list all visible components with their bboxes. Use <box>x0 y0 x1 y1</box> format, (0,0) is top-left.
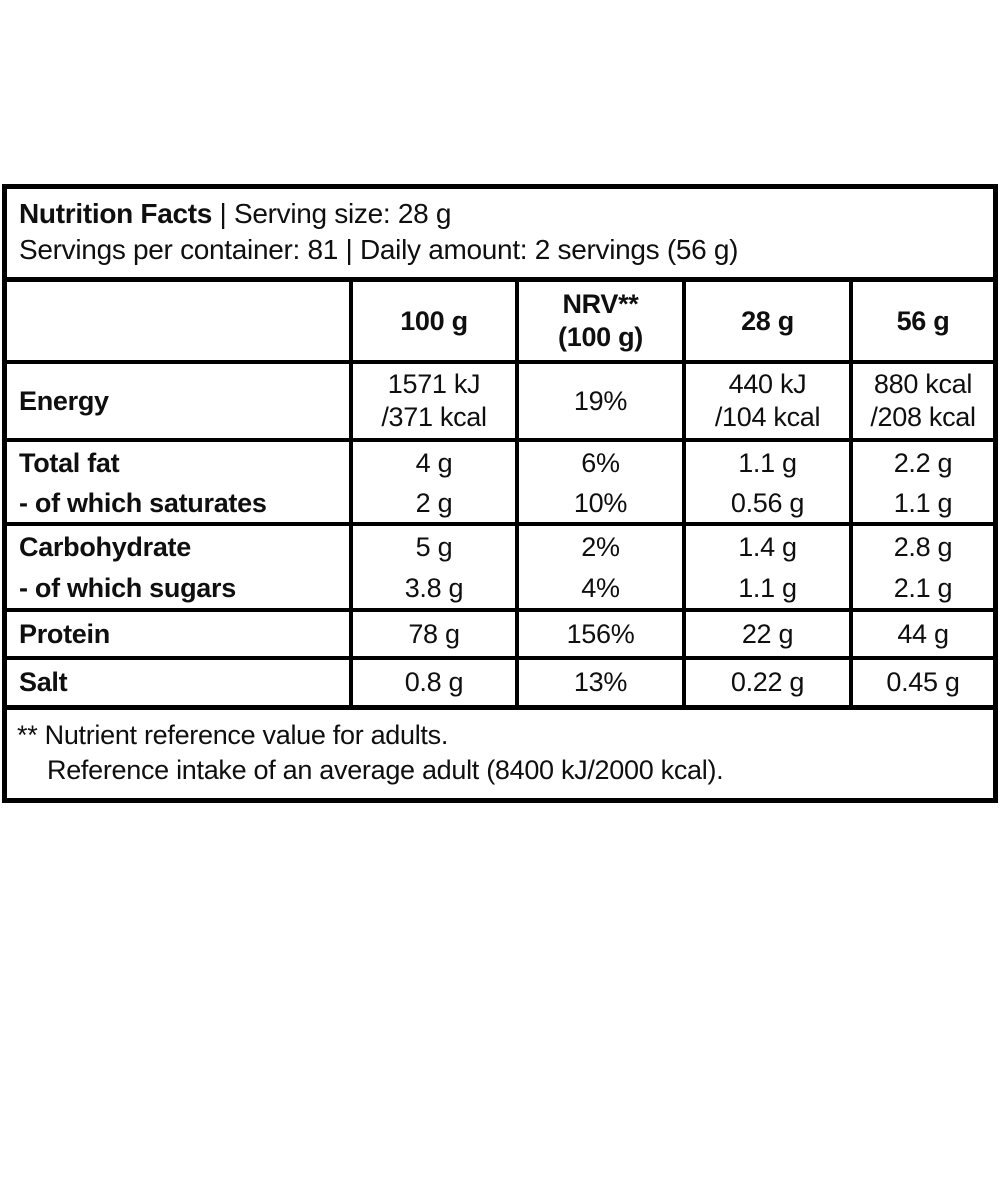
value-100g: 0.8 g <box>349 660 515 705</box>
value-56g: 1.1 g <box>849 484 993 522</box>
value-28g: 440 kJ /104 kcal <box>682 364 849 438</box>
value-100g: 1571 kJ /371 kcal <box>349 364 515 438</box>
row-total-fat: Total fat 4 g 6% 1.1 g 2.2 g <box>7 442 993 484</box>
nutrient-label: Energy <box>19 385 109 416</box>
value-100g: 2 g <box>349 484 515 522</box>
nutrient-label: Carbohydrate <box>19 531 191 562</box>
column-header-row: 100 g NRV** (100 g) 28 g 56 g <box>7 282 993 364</box>
nutrient-label: - of which sugars <box>19 572 236 603</box>
value-56g: 880 kcal /208 kcal <box>849 364 993 438</box>
row-saturates: - of which saturates 2 g 10% 0.56 g 1.1 … <box>7 484 993 526</box>
row-energy: Energy 1571 kJ /371 kcal 19% 440 kJ /104… <box>7 364 993 442</box>
nutrition-facts-label: Nutrition Facts | Serving size: 28 g Ser… <box>2 184 998 803</box>
row-carbohydrate: Carbohydrate 5 g 2% 1.4 g 2.8 g <box>7 526 993 568</box>
header-line-2: Servings per container: 81 | Daily amoun… <box>19 234 739 265</box>
value-nrv: 2% <box>515 526 682 568</box>
value-28g: 0.56 g <box>682 484 849 522</box>
value-28g: 1.1 g <box>682 568 849 608</box>
value-56g: 44 g <box>849 612 993 656</box>
value-28g: 22 g <box>682 612 849 656</box>
label-title: Nutrition Facts <box>19 198 213 229</box>
value-nrv: 10% <box>515 484 682 522</box>
footnote: ** Nutrient reference value for adults. … <box>7 710 993 798</box>
row-protein: Protein 78 g 156% 22 g 44 g <box>7 612 993 660</box>
column-header-56g: 56 g <box>849 282 993 360</box>
column-header-28g: 28 g <box>682 282 849 360</box>
value-100g: 4 g <box>349 442 515 484</box>
value-nrv: 19% <box>515 364 682 438</box>
value-28g: 0.22 g <box>682 660 849 705</box>
footnote-line-1: ** Nutrient reference value for adults. <box>17 720 449 750</box>
value-28g: 1.4 g <box>682 526 849 568</box>
nutrient-label: Total fat <box>19 447 120 478</box>
nutrient-label: Salt <box>19 667 68 697</box>
nutrient-label: Protein <box>19 618 110 649</box>
column-header-nrv: NRV** (100 g) <box>515 282 682 360</box>
row-sugars: - of which sugars 3.8 g 4% 1.1 g 2.1 g <box>7 568 993 612</box>
value-28g: 1.1 g <box>682 442 849 484</box>
value-100g: 3.8 g <box>349 568 515 608</box>
value-56g: 0.45 g <box>849 660 993 705</box>
nutrient-label: - of which saturates <box>19 487 267 518</box>
label-header: Nutrition Facts | Serving size: 28 g Ser… <box>7 189 993 282</box>
value-nrv: 156% <box>515 612 682 656</box>
value-nrv: 6% <box>515 442 682 484</box>
header-line-1: Nutrition Facts | Serving size: 28 g <box>19 196 979 232</box>
serving-size-text: | Serving size: 28 g <box>212 198 452 229</box>
value-56g: 2.8 g <box>849 526 993 568</box>
value-56g: 2.1 g <box>849 568 993 608</box>
column-header-100g: 100 g <box>349 282 515 360</box>
value-100g: 78 g <box>349 612 515 656</box>
value-100g: 5 g <box>349 526 515 568</box>
column-header-spacer <box>7 282 349 360</box>
value-nrv: 13% <box>515 660 682 705</box>
value-nrv: 4% <box>515 568 682 608</box>
row-salt: Salt 0.8 g 13% 0.22 g 0.45 g <box>7 660 993 710</box>
value-56g: 2.2 g <box>849 442 993 484</box>
footnote-line-2: Reference intake of an average adult (84… <box>47 755 724 785</box>
